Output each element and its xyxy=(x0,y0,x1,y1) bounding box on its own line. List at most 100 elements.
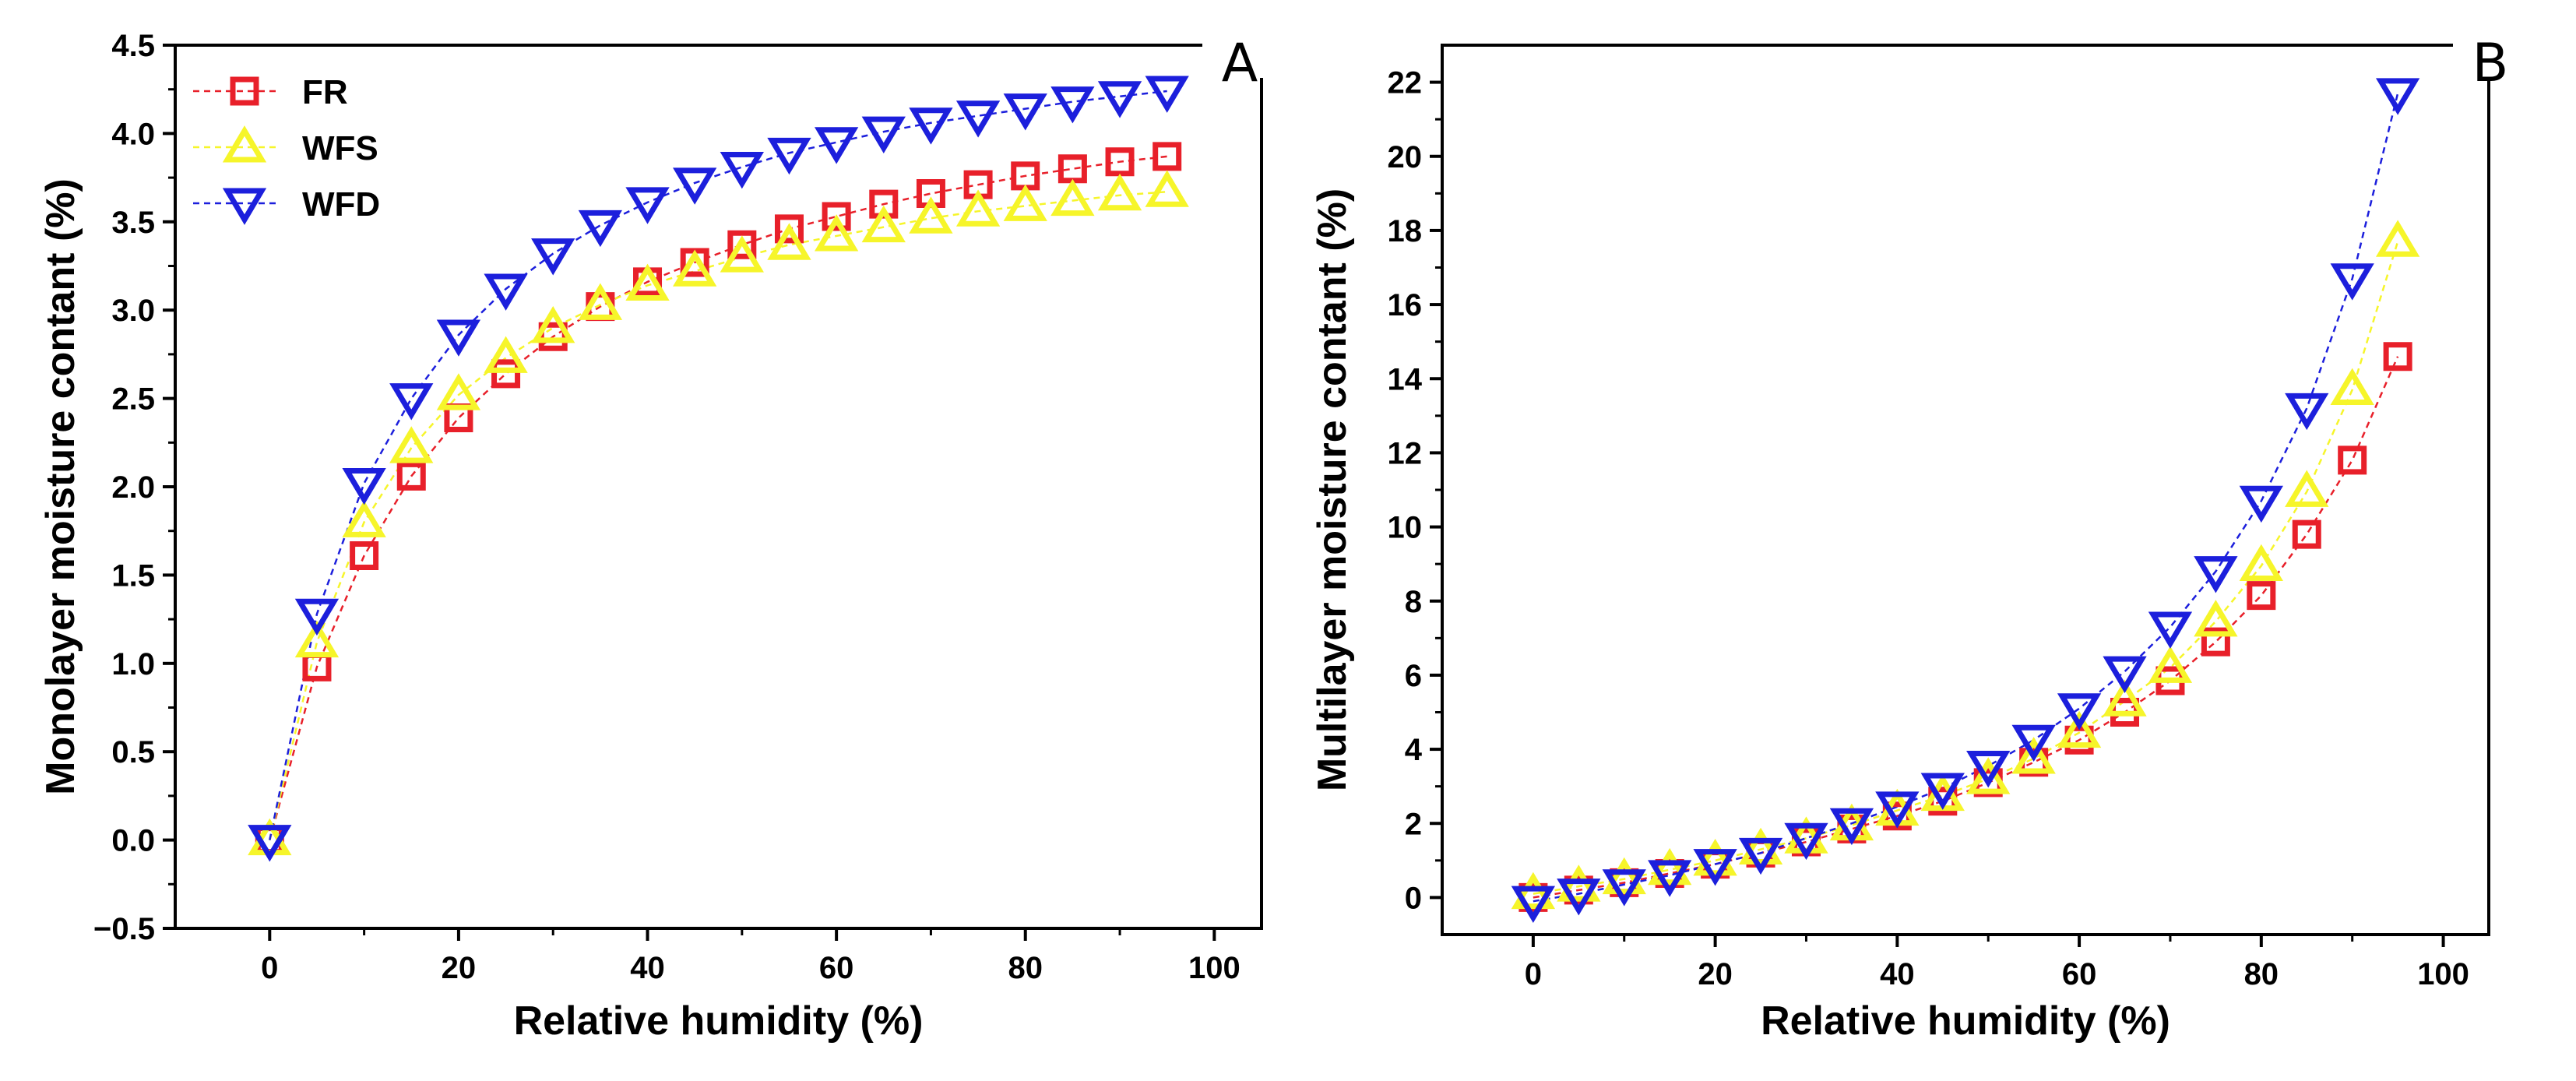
data-point-WFD xyxy=(294,598,340,636)
data-point-WFS xyxy=(436,373,481,410)
x-tick-label: 20 xyxy=(1698,957,1733,991)
data-point-WFS xyxy=(531,306,575,343)
y-tick-label: 1.0 xyxy=(111,647,155,681)
legend-marker-WFD xyxy=(222,188,267,225)
data-point-WFD xyxy=(720,151,764,189)
data-point-FR xyxy=(2201,627,2230,657)
data-point-FR xyxy=(916,179,945,209)
data-point-WFD xyxy=(1602,869,1646,907)
data-point-WFS xyxy=(767,223,811,260)
data-point-WFS xyxy=(625,263,670,301)
data-point-WFD xyxy=(955,100,1001,138)
plot-frame xyxy=(174,44,1263,930)
data-point-WFS xyxy=(578,283,623,320)
data-point-WFD xyxy=(2285,393,2329,431)
data-point-WFD xyxy=(1693,849,1737,886)
data-point-WFS xyxy=(2239,544,2283,582)
data-point-WFD xyxy=(2103,656,2147,694)
data-point-WFD xyxy=(625,187,670,224)
data-point-WFS xyxy=(1145,170,1189,207)
y-tick-label: 1.5 xyxy=(111,558,155,593)
y-tick-label: 4 xyxy=(1405,733,1423,767)
data-point-WFS xyxy=(1003,184,1047,221)
x-tick-label: 40 xyxy=(630,951,665,985)
data-point-WFS xyxy=(955,189,1001,227)
panel-label-bg xyxy=(1202,23,1277,78)
data-point-FR xyxy=(774,214,804,244)
x-axis-title: Relative humidity (%) xyxy=(1761,998,2170,1044)
series-line-WFD xyxy=(1533,93,2399,903)
data-point-WFS xyxy=(861,205,906,243)
data-point-FR xyxy=(2247,581,2276,611)
data-point-WFS xyxy=(2194,600,2238,637)
y-tick-label: 20 xyxy=(1388,140,1423,174)
data-point-FR xyxy=(1057,154,1087,184)
data-point-WFD xyxy=(1829,808,1874,846)
data-point-WFS xyxy=(909,196,953,234)
data-point-WFD xyxy=(2194,556,2238,593)
data-point-WFD xyxy=(767,137,811,175)
y-tick-label: 4.0 xyxy=(111,117,155,151)
data-point-WFS xyxy=(2330,368,2374,406)
y-tick-label: 2.5 xyxy=(111,382,155,417)
data-point-WFS xyxy=(2011,737,2056,774)
y-tick-label: −0.5 xyxy=(93,912,155,946)
data-point-FR xyxy=(869,189,899,219)
data-point-WFD xyxy=(814,127,859,164)
data-point-WFD xyxy=(484,273,528,311)
y-tick-label: 12 xyxy=(1388,436,1423,470)
x-tick-label: 100 xyxy=(2417,957,2469,991)
data-point-WFS xyxy=(1511,871,1556,910)
data-point-WFS xyxy=(1738,827,1783,865)
x-tick-label: 60 xyxy=(2062,957,2097,991)
data-point-WFS xyxy=(1693,838,1737,876)
data-point-FR xyxy=(1105,147,1135,177)
data-point-WFD xyxy=(2375,78,2420,115)
data-point-WFS xyxy=(720,235,764,273)
data-point-WFD xyxy=(1920,773,1965,810)
data-point-WFS xyxy=(294,620,340,658)
data-point-FR xyxy=(491,359,521,389)
y-tick-label: 16 xyxy=(1388,288,1423,322)
x-tick-label: 40 xyxy=(1880,957,1915,991)
data-point-WFD xyxy=(909,107,953,145)
data-point-WFS xyxy=(2148,646,2193,683)
y-tick-label: 6 xyxy=(1405,659,1422,693)
data-point-WFS xyxy=(2285,470,2329,507)
y-tick-label: 8 xyxy=(1405,585,1422,619)
y-tick-label: 2.0 xyxy=(111,470,155,505)
panel-A: 0 20 40 60 80 100 −0.5 0.0 0.5 1.0 1.5 2.0 2.5 3.0 3.5… xyxy=(38,23,1277,1044)
series-line-FR xyxy=(1533,356,2399,899)
data-point-FR xyxy=(350,540,379,570)
y-tick-label: 18 xyxy=(1388,214,1423,248)
y-tick-label: 2 xyxy=(1405,807,1422,841)
data-point-WFD xyxy=(2148,611,2193,649)
data-point-WFS xyxy=(1050,178,1095,217)
data-point-FR xyxy=(1011,161,1040,191)
data-point-WFD xyxy=(1875,791,1920,829)
data-point-WFS xyxy=(389,426,434,463)
data-point-FR xyxy=(963,170,993,199)
data-point-FR xyxy=(2338,445,2367,475)
y-tick-label: 3.0 xyxy=(111,294,155,328)
data-point-WFD xyxy=(436,319,481,357)
data-point-WFS xyxy=(2103,679,2147,717)
data-point-WFS xyxy=(2375,220,2420,257)
y-tick-label: 14 xyxy=(1388,362,1423,396)
data-point-WFD xyxy=(1557,879,1601,916)
data-point-WFD xyxy=(2239,485,2283,523)
data-point-WFS xyxy=(1602,857,1646,895)
data-point-WFD xyxy=(1511,886,1556,924)
data-point-WFD xyxy=(1648,860,1692,897)
x-tick-label: 100 xyxy=(1188,951,1240,985)
legend-marker-WFS xyxy=(222,125,267,163)
y-axis-title: Multilayer moisture contant (%) xyxy=(1310,188,1355,791)
series-line-WFS xyxy=(1533,241,2399,895)
data-point-FR xyxy=(2155,666,2185,695)
y-tick-label: 0.5 xyxy=(111,735,155,769)
data-point-WFD xyxy=(1050,86,1095,124)
data-point-WFD xyxy=(673,167,717,205)
data-point-WFD xyxy=(1145,76,1189,113)
data-point-WFD xyxy=(1784,822,1828,861)
panel-label: B xyxy=(2472,33,2509,94)
